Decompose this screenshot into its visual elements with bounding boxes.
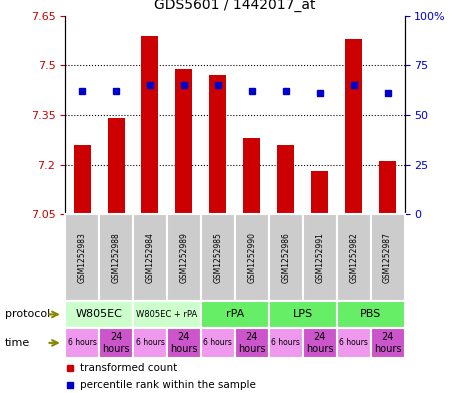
Text: 6 hours: 6 hours [135, 338, 165, 347]
Bar [133, 214, 167, 301]
Bar [133, 301, 201, 328]
Title: GDS5601 / 1442017_at: GDS5601 / 1442017_at [154, 0, 316, 12]
Bar [65, 214, 99, 301]
Bar [311, 171, 328, 214]
Bar [269, 328, 303, 358]
Bar [379, 161, 396, 214]
Bar [201, 301, 269, 328]
Bar [337, 301, 405, 328]
Bar [269, 214, 303, 301]
Bar [99, 214, 133, 301]
Text: W805EC + rPA: W805EC + rPA [136, 310, 198, 319]
Bar [209, 75, 226, 214]
Bar [201, 328, 235, 358]
Text: GSM1252987: GSM1252987 [383, 232, 392, 283]
Text: 6 hours: 6 hours [203, 338, 232, 347]
Text: 6 hours: 6 hours [339, 338, 368, 347]
Bar [303, 214, 337, 301]
Bar [65, 328, 99, 358]
Text: rPA: rPA [226, 309, 244, 320]
Bar [107, 118, 125, 214]
Text: GSM1252985: GSM1252985 [213, 232, 222, 283]
Bar [277, 145, 294, 214]
Text: 24
hours: 24 hours [102, 332, 130, 354]
Bar [371, 328, 405, 358]
Text: 6 hours: 6 hours [67, 338, 97, 347]
Text: PBS: PBS [360, 309, 381, 320]
Text: time: time [5, 338, 30, 348]
Bar [345, 39, 362, 214]
Text: percentile rank within the sample: percentile rank within the sample [80, 380, 256, 390]
Bar [337, 328, 371, 358]
Bar [243, 138, 260, 214]
Bar [303, 328, 337, 358]
Bar [337, 214, 371, 301]
Text: GSM1252990: GSM1252990 [247, 232, 256, 283]
Text: LPS: LPS [292, 309, 313, 320]
Bar [201, 214, 235, 301]
Text: GSM1252983: GSM1252983 [78, 232, 86, 283]
Text: 6 hours: 6 hours [271, 338, 300, 347]
Bar [99, 328, 133, 358]
Bar [167, 214, 201, 301]
Bar [141, 36, 159, 214]
Text: 24
hours: 24 hours [238, 332, 266, 354]
Text: GSM1252986: GSM1252986 [281, 232, 290, 283]
Text: transformed count: transformed count [80, 362, 178, 373]
Bar [175, 69, 193, 214]
Text: 24
hours: 24 hours [170, 332, 198, 354]
Bar [133, 328, 167, 358]
Text: GSM1252982: GSM1252982 [349, 232, 358, 283]
Text: 24
hours: 24 hours [374, 332, 401, 354]
Text: GSM1252984: GSM1252984 [146, 232, 154, 283]
Bar [269, 301, 337, 328]
Text: protocol: protocol [5, 309, 50, 320]
Bar [371, 214, 405, 301]
Bar [65, 301, 133, 328]
Text: GSM1252989: GSM1252989 [179, 232, 188, 283]
Bar [73, 145, 91, 214]
Text: GSM1252991: GSM1252991 [315, 232, 324, 283]
Bar [235, 214, 269, 301]
Bar [235, 328, 269, 358]
Bar [167, 328, 201, 358]
Text: GSM1252988: GSM1252988 [112, 232, 120, 283]
Text: 24
hours: 24 hours [306, 332, 333, 354]
Text: W805EC: W805EC [76, 309, 122, 320]
